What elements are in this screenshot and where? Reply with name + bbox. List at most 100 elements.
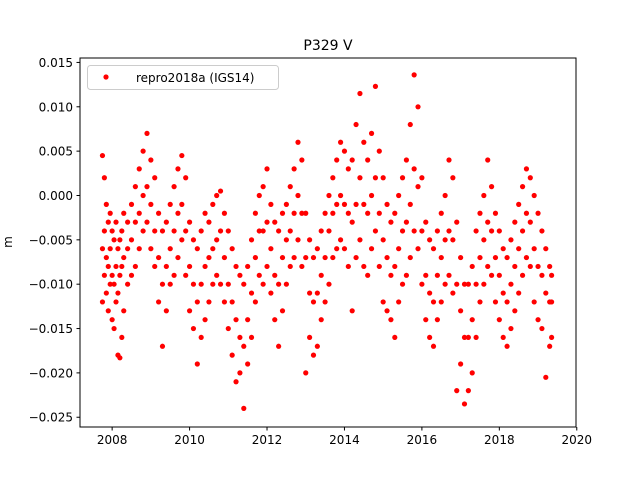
data-point [519,184,526,190]
data-point [376,148,382,154]
data-point [496,272,502,278]
data-point [241,343,247,349]
data-point [283,281,289,287]
data-point [167,246,173,252]
x-tick-label: 2016 [407,433,438,447]
data-point [531,299,537,305]
data-point [291,254,297,261]
data-point [198,281,204,287]
data-point [465,281,471,287]
data-point [99,152,106,159]
data-point [318,228,324,234]
legend: repro2018a (IGS14) [87,65,279,90]
data-point [345,210,351,216]
data-point [117,237,123,243]
data-point [508,325,514,332]
data-point [465,388,471,394]
data-point [450,175,456,181]
data-point [148,201,154,207]
data-point [419,175,425,181]
data-point [245,263,251,270]
data-point [99,246,106,252]
data-point [287,228,293,234]
data-point [376,210,382,216]
data-point [241,405,247,411]
data-point [465,334,471,341]
data-point [314,290,320,296]
y-tick-label: −0.005 [29,233,73,247]
data-point [214,192,220,199]
data-point [221,210,228,216]
legend-label: repro2018a (IGS14) [136,71,254,85]
data-point [361,201,367,207]
data-point [109,272,115,278]
data-point [183,175,189,181]
data-point [144,184,150,190]
data-point [485,219,491,225]
data-point [248,290,255,296]
data-point [144,219,150,225]
data-point [365,272,371,278]
data-point [307,237,313,243]
data-point [217,281,224,287]
data-point [411,166,417,172]
data-point [549,299,555,305]
data-point [496,228,502,234]
data-point [279,254,286,261]
data-point [206,299,212,305]
data-point [256,272,262,278]
data-point [171,184,177,190]
data-point [237,334,243,341]
data-point [140,228,146,234]
data-point [291,210,297,216]
data-point [477,210,483,216]
data-point [175,254,181,261]
data-point [485,263,491,270]
data-point [225,281,231,287]
y-tick-label: 0.010 [39,100,73,114]
data-point [117,355,123,361]
data-point [488,184,495,190]
data-point [229,246,235,252]
data-point [119,334,125,341]
data-point [171,272,177,278]
data-point [128,237,135,243]
data-point [186,263,193,270]
data-point [519,272,526,278]
data-point [523,210,530,216]
data-point [415,184,421,190]
data-point [519,228,526,234]
data-point [229,299,235,305]
data-point [477,254,483,261]
data-point [260,228,266,234]
data-point [268,201,274,207]
data-point [256,192,262,199]
data-point [303,254,309,261]
data-point [283,201,289,207]
data-point [252,210,258,216]
data-point [337,237,344,243]
data-point [527,175,533,181]
data-point [496,317,502,323]
data-point [190,281,197,287]
data-point [163,219,169,225]
data-point [237,370,243,376]
data-point [434,272,440,278]
data-point [260,184,266,190]
x-tick-label: 2008 [97,433,128,447]
data-point [179,201,185,207]
data-point [430,343,437,349]
data-point [210,246,216,252]
data-point [349,308,355,314]
data-point [458,308,464,314]
data-point [330,254,336,261]
data-point [368,130,375,136]
data-point [103,290,109,296]
data-point [543,374,549,380]
data-point [527,263,533,270]
data-point [535,317,541,323]
data-point [461,334,468,341]
data-point [334,157,340,163]
data-point [132,184,138,190]
data-point [341,246,348,252]
